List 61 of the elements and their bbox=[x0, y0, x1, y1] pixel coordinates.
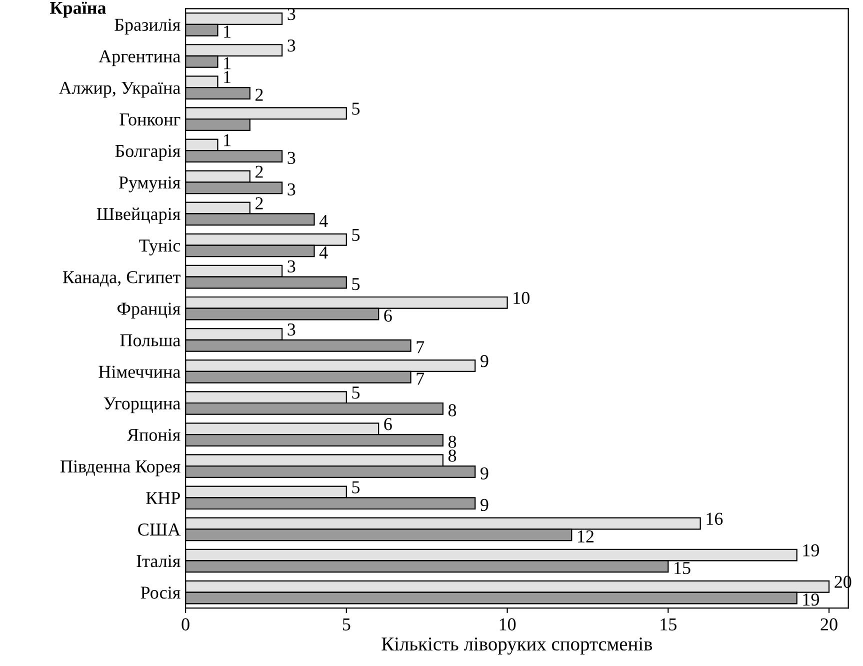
y-tick-label: Італія bbox=[136, 555, 180, 568]
data-label: 3 bbox=[288, 152, 296, 164]
x-tick-label: 5 bbox=[342, 618, 350, 630]
data-label: 12 bbox=[578, 530, 594, 542]
data-label: 3 bbox=[288, 323, 296, 336]
data-label: 19 bbox=[803, 594, 819, 606]
data-label: 15 bbox=[674, 562, 690, 574]
x-tick-label: 15 bbox=[660, 618, 676, 630]
data-label: 4 bbox=[319, 215, 328, 227]
data-label: 8 bbox=[448, 450, 456, 462]
data-label: 5 bbox=[352, 102, 360, 115]
data-label: 2 bbox=[256, 197, 263, 210]
x-tick-label: 0 bbox=[182, 618, 190, 630]
data-label: 7 bbox=[416, 372, 424, 385]
data-label: 9 bbox=[480, 498, 488, 511]
data-label: 2 bbox=[256, 88, 263, 101]
y-tick-label: Південна Корея bbox=[60, 460, 180, 476]
x-tick-label: 20 bbox=[820, 618, 838, 630]
x-tick-label: 10 bbox=[500, 618, 516, 630]
data-label: 7 bbox=[416, 341, 424, 354]
y-tick-label: США bbox=[138, 524, 181, 536]
data-label: 19 bbox=[803, 544, 819, 556]
y-tick-label: Болгарія bbox=[115, 144, 180, 161]
data-label: 6 bbox=[384, 310, 392, 322]
y-tick-label: Аргентина bbox=[98, 50, 180, 66]
data-label: 9 bbox=[480, 467, 488, 480]
y-tick-label: Німеччина bbox=[98, 366, 180, 378]
data-label: 1 bbox=[224, 71, 230, 84]
data-label: 2 bbox=[256, 166, 263, 178]
x-axis-title: Кількість ліворуких спортсменів bbox=[382, 637, 652, 655]
y-tick-label: Японія bbox=[127, 428, 180, 441]
data-label: 10 bbox=[514, 292, 530, 304]
data-label: 9 bbox=[480, 355, 488, 368]
y-tick-label: Канада, Єгипет bbox=[62, 271, 180, 287]
data-label: 1 bbox=[224, 57, 230, 70]
data-label: 5 bbox=[352, 386, 360, 399]
y-tick-label: Швейцарія bbox=[96, 208, 180, 224]
data-label: 6 bbox=[384, 418, 392, 430]
y-axis-title: Країна bbox=[50, 2, 106, 18]
y-tick-label: Польша bbox=[120, 334, 180, 346]
y-tick-label: Гонконг bbox=[120, 114, 180, 126]
y-tick-label: Румунія bbox=[118, 176, 180, 192]
data-label: 1 bbox=[224, 134, 230, 146]
data-label: 1 bbox=[224, 26, 230, 38]
y-tick-label: Франція bbox=[117, 302, 180, 318]
data-label: 5 bbox=[352, 278, 360, 290]
y-tick-label: Росія bbox=[140, 586, 180, 599]
data-label: 5 bbox=[352, 481, 360, 494]
y-tick-label: Алжир, Україна bbox=[58, 82, 180, 98]
data-label: 5 bbox=[352, 228, 360, 241]
data-label: 8 bbox=[448, 404, 456, 416]
y-tick-label: Бразилія bbox=[114, 18, 180, 35]
data-label: 4 bbox=[319, 246, 328, 258]
data-label: 8 bbox=[448, 436, 456, 448]
y-tick-label: Туніс bbox=[139, 240, 180, 256]
y-tick-label: Угорщина bbox=[104, 397, 180, 414]
data-label: 3 bbox=[288, 183, 296, 196]
y-tick-label: КНР bbox=[146, 492, 180, 504]
data-label: 16 bbox=[706, 512, 723, 525]
data-label: 3 bbox=[288, 40, 296, 52]
data-label: 3 bbox=[288, 260, 296, 272]
